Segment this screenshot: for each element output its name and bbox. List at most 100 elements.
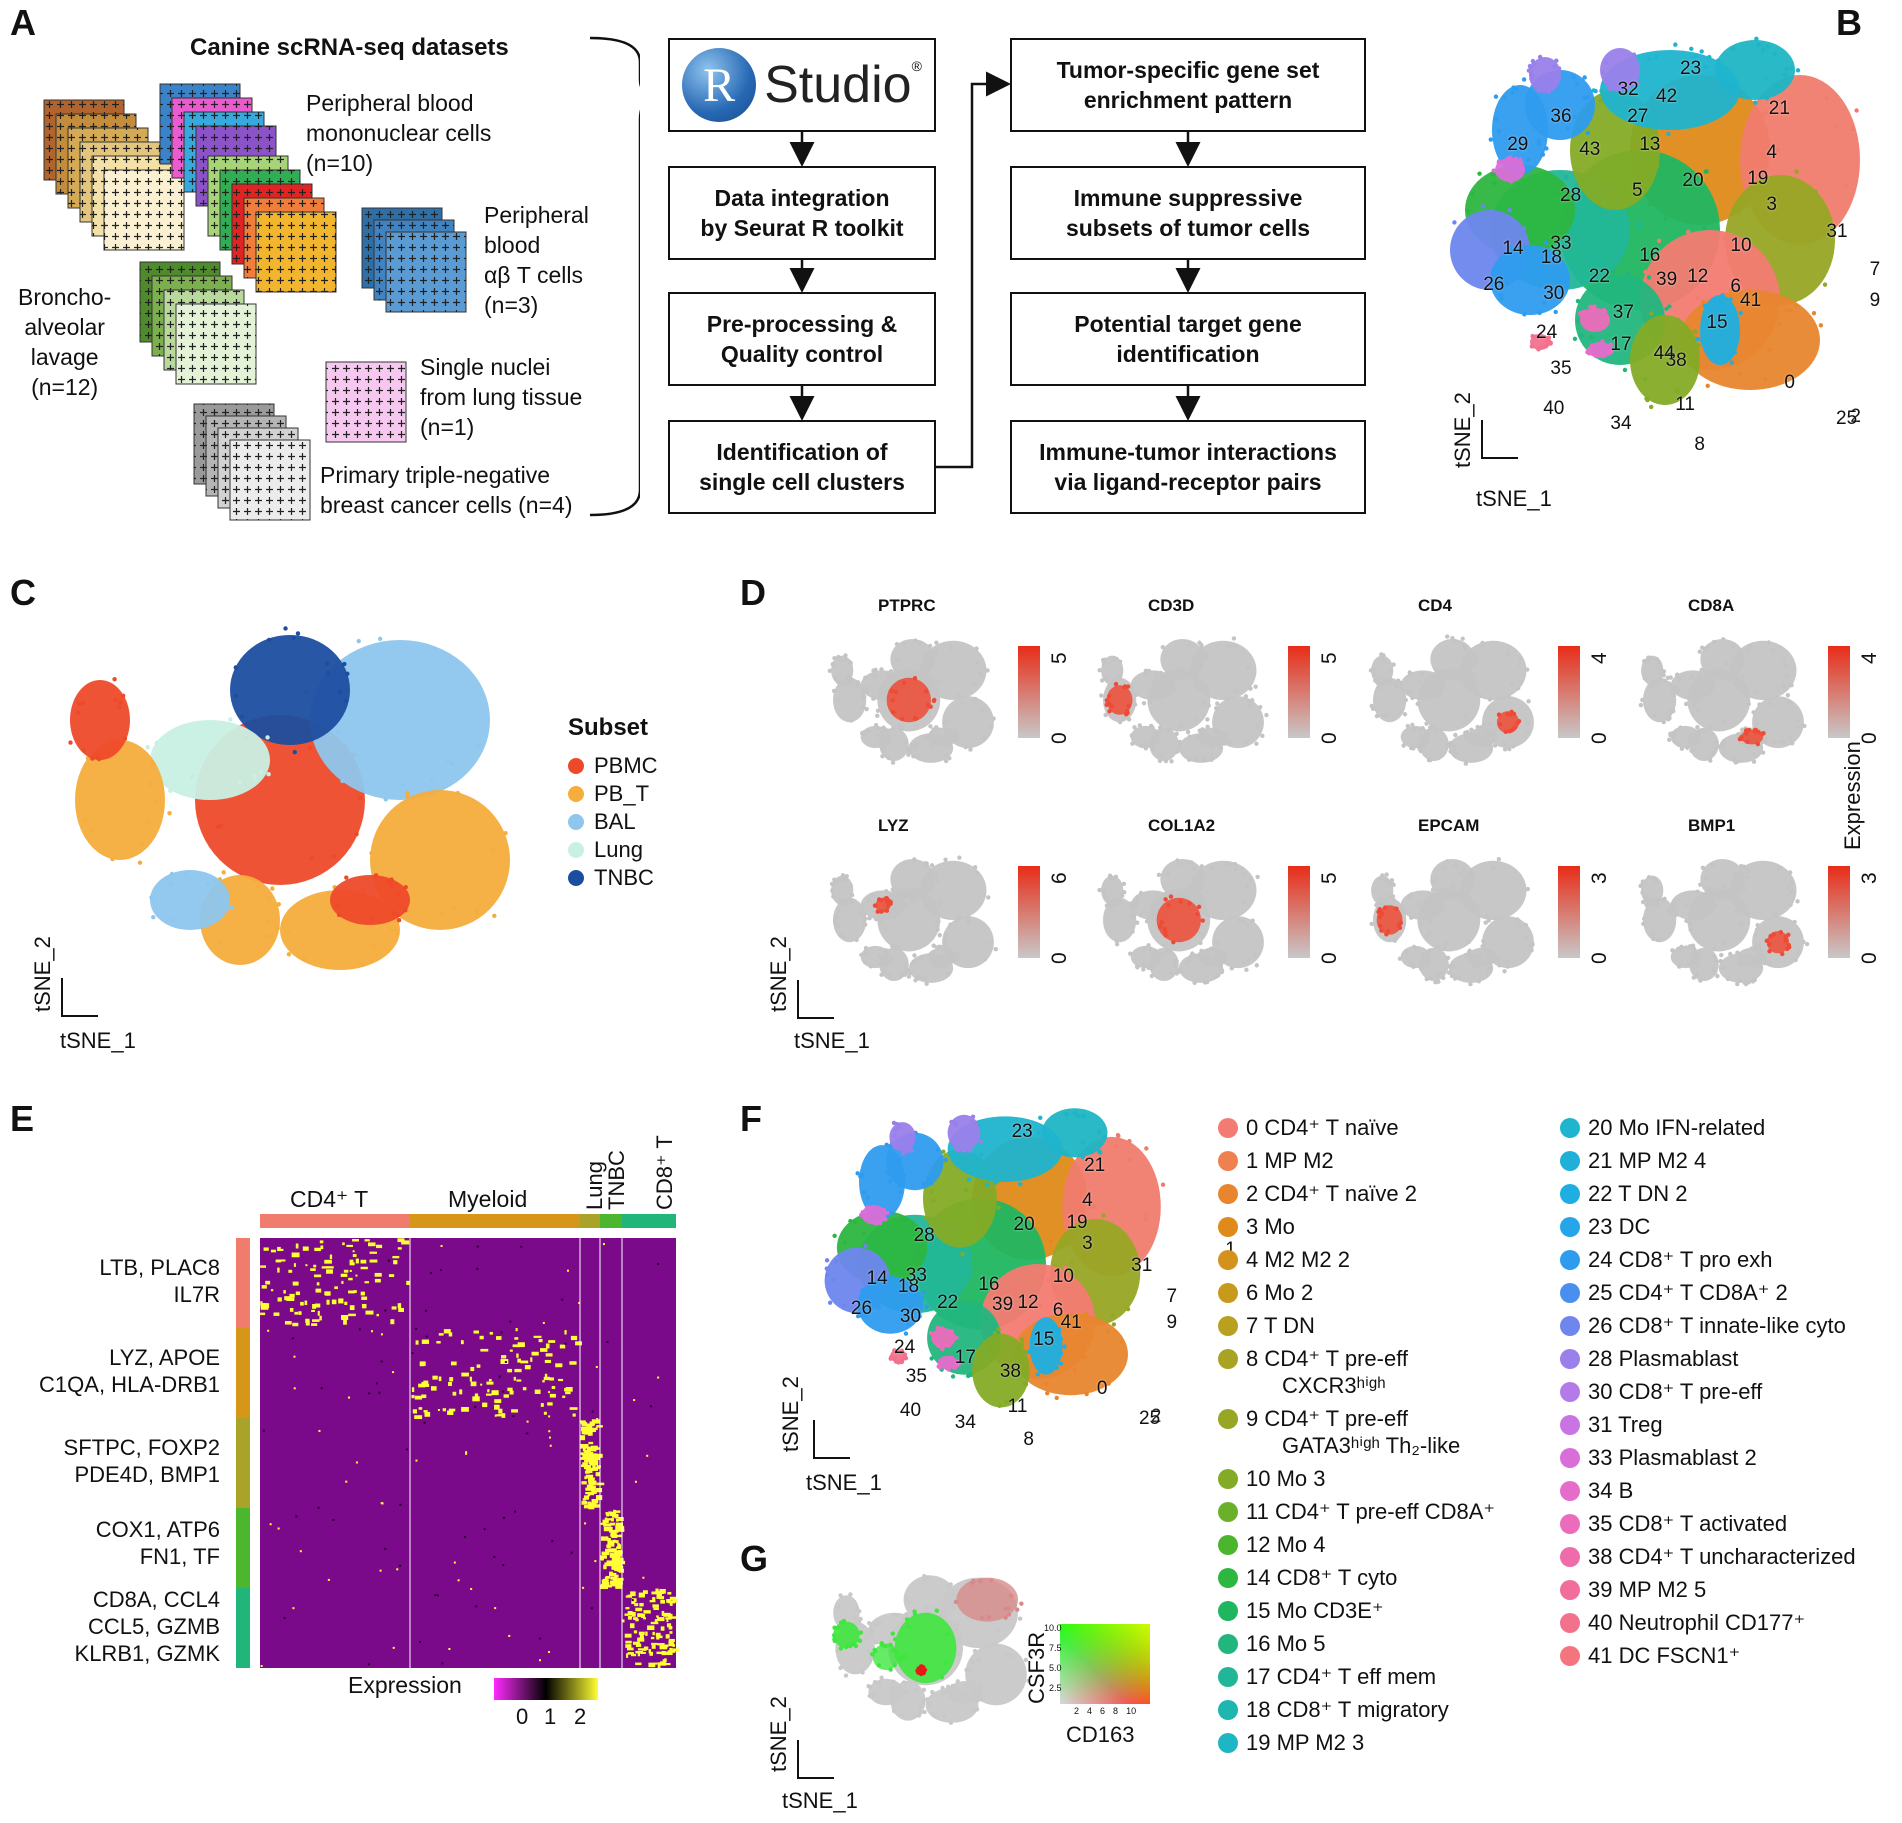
cell-point [929, 662, 935, 668]
cell-point [1524, 94, 1530, 100]
cell-point [1218, 959, 1224, 964]
cell-point [1473, 655, 1479, 660]
cell-point [954, 917, 960, 923]
cell-point [1157, 758, 1163, 764]
cell-point [1811, 310, 1817, 316]
cluster-legend-item: 12 Mo 4 [1218, 1531, 1326, 1558]
cell-point [1767, 949, 1772, 954]
cell-point [1483, 920, 1488, 925]
cell-point [1705, 383, 1710, 389]
cell-point [1781, 683, 1786, 689]
heatmap-cell [602, 1519, 609, 1524]
heatmap-cell [589, 1421, 596, 1426]
cell-point [1191, 895, 1196, 900]
heatmap-cell [415, 1340, 419, 1345]
cell-point [1097, 1149, 1102, 1154]
heatmap-cell [585, 1474, 594, 1479]
cell-point [1260, 733, 1265, 739]
cell-point [1585, 95, 1590, 100]
yaxis-label-d: tSNE_2 [766, 936, 791, 1012]
cell-point [895, 1613, 900, 1618]
cell-point [970, 1119, 975, 1125]
heatmap-cell [293, 1263, 296, 1267]
heatmap-cell [586, 1429, 590, 1433]
cell-point [1525, 667, 1530, 672]
heatmap-cell [514, 1368, 522, 1373]
cell-point [1114, 899, 1119, 905]
cell-point [879, 972, 884, 977]
heatmap-cell [630, 1653, 637, 1657]
cell-point [943, 942, 948, 947]
cell-point [897, 1220, 902, 1225]
cell-point [1371, 672, 1377, 678]
cell-point [90, 756, 95, 761]
cell-point [1114, 938, 1119, 943]
cell-point [873, 1640, 879, 1645]
cell-point [1777, 739, 1782, 744]
cell-point [912, 676, 918, 681]
cell-point [1004, 1399, 1009, 1404]
heatmap-cell [348, 1396, 351, 1399]
heatmap-cell [321, 1266, 330, 1269]
cell-point [1515, 685, 1521, 691]
cell-point [1468, 981, 1473, 987]
cell-point [919, 1296, 925, 1301]
cell-point [1751, 151, 1756, 157]
cell-point [1641, 921, 1646, 926]
heatmap-cell [513, 1376, 516, 1381]
heatmap-cell [559, 1344, 566, 1349]
heatmap-cell [545, 1353, 553, 1357]
cell-point [966, 920, 972, 925]
cell-point [1746, 727, 1752, 733]
cell-point [1698, 978, 1703, 983]
cell-point [1229, 966, 1235, 971]
heatmap-cell [608, 1511, 612, 1515]
cluster-blob [1156, 897, 1201, 943]
heatmap-cell [342, 1242, 345, 1246]
cell-point [324, 661, 330, 666]
cell-point [1505, 156, 1510, 162]
heatmap-cell [531, 1351, 539, 1356]
xaxis-label-f: tSNE_1 [806, 1470, 882, 1495]
cell-point [855, 680, 861, 685]
cell-point [879, 1641, 884, 1646]
cell-point [909, 899, 915, 904]
cell-point [956, 1293, 961, 1299]
heatmap-cell [260, 1265, 266, 1268]
cell-point [1588, 304, 1593, 310]
cell-point [859, 1669, 864, 1674]
cell-point [1113, 657, 1118, 662]
cell-point [1690, 943, 1696, 948]
cell-point [1739, 659, 1745, 664]
cell-point [173, 782, 178, 787]
cell-point [890, 760, 896, 765]
cell-point [1477, 741, 1482, 746]
cell-point [1385, 928, 1391, 934]
heatmap-cell [589, 1480, 597, 1486]
cluster-color-dot [1560, 1613, 1580, 1633]
heatmap-cell [343, 1269, 349, 1273]
cluster-number-23: 23 [1011, 1121, 1033, 1143]
cluster-number-6: 6 [1052, 1299, 1064, 1321]
tsne-plot-b [1450, 36, 1860, 410]
cell-point [1480, 640, 1485, 646]
cell-point [924, 1697, 930, 1702]
cell-point [913, 716, 919, 721]
cell-point [1710, 750, 1716, 755]
cell-point [1655, 902, 1660, 908]
cell-point [1137, 723, 1142, 728]
cluster-number-11: 11 [1007, 1395, 1028, 1417]
cell-point [146, 821, 152, 826]
cell-point [859, 952, 864, 958]
cell-point [168, 788, 173, 793]
heatmap-cell [655, 1588, 659, 1593]
cell-point [1435, 973, 1440, 978]
cell-point [368, 958, 374, 963]
cell-point [1507, 207, 1512, 213]
heatmap-cell [602, 1243, 605, 1246]
cell-point [1744, 203, 1749, 208]
heatmap-cell [324, 1259, 332, 1264]
cell-point [1787, 870, 1793, 875]
cell-point [932, 697, 937, 703]
heatmap-cell [292, 1607, 295, 1610]
